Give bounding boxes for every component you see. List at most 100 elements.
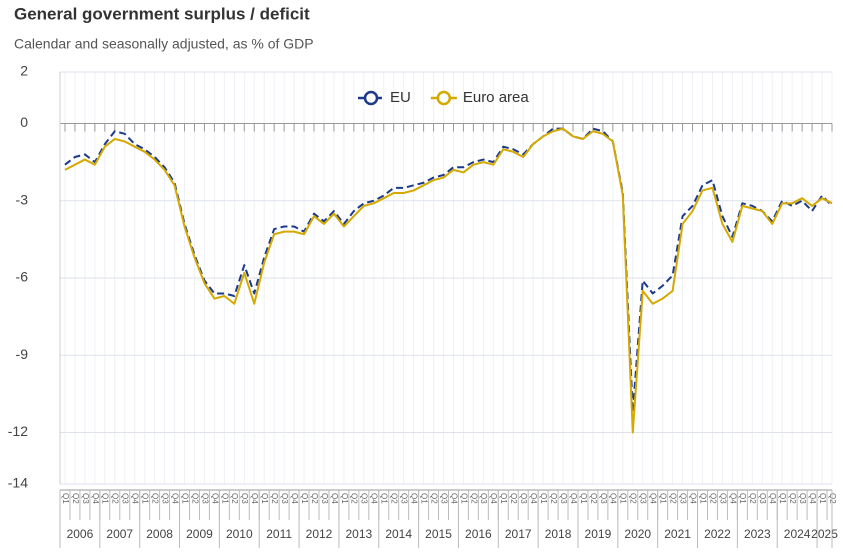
quarter-label: Q3 [718,493,727,504]
quarter-label: Q3 [360,493,369,504]
quarter-label: Q2 [111,493,120,504]
quarter-label: Q3 [758,493,767,504]
quarter-label: Q4 [330,493,339,504]
quarter-label: Q1 [778,493,787,504]
quarter-label: Q3 [81,493,90,504]
quarter-label: Q1 [459,493,468,504]
y-tick-label: -6 [16,269,29,285]
quarter-label: Q2 [629,493,638,504]
chart-subtitle: Calendar and seasonally adjusted, as % o… [14,36,314,52]
year-label: 2013 [345,527,372,541]
quarter-label: Q1 [619,493,628,504]
y-tick-label: 2 [20,63,28,79]
chart-title: General government surplus / deficit [14,4,310,23]
year-label: 2009 [186,527,213,541]
y-tick-label: -3 [16,191,29,207]
year-label: 2017 [505,527,532,541]
quarter-label: Q3 [121,493,130,504]
year-label: 2022 [704,527,731,541]
year-label: 2015 [425,527,452,541]
legend-label: Euro area [463,89,530,106]
y-tick-label: -12 [8,423,28,439]
quarter-label: Q2 [509,493,518,504]
quarter-label: Q4 [250,493,259,504]
year-label: 2021 [664,527,691,541]
quarter-label: Q2 [230,493,239,504]
quarter-label: Q2 [708,493,717,504]
quarter-label: Q2 [270,493,279,504]
quarter-label: Q1 [220,493,229,504]
year-label: 2019 [585,527,612,541]
quarter-label: Q3 [798,493,807,504]
quarter-label: Q1 [738,493,747,504]
quarter-label: Q2 [350,493,359,504]
year-label: 2011 [266,527,292,541]
quarter-label: Q3 [559,493,568,504]
quarter-label: Q3 [678,493,687,504]
quarter-label: Q4 [131,493,140,504]
quarter-label: Q3 [439,493,448,504]
quarter-label: Q3 [160,493,169,504]
quarter-label: Q3 [320,493,329,504]
quarter-label: Q2 [788,493,797,504]
year-label: 2025 [811,527,838,541]
quarter-label: Q1 [180,493,189,504]
year-label: 2016 [465,527,492,541]
quarter-label: Q4 [449,493,458,504]
quarter-label: Q2 [71,493,80,504]
legend-label: EU [390,89,411,106]
quarter-label: Q1 [300,493,309,504]
quarter-label: Q1 [659,493,668,504]
year-label: 2008 [146,527,173,541]
quarter-label: Q1 [101,493,110,504]
year-label: 2024 [784,527,811,541]
quarter-label: Q1 [141,493,150,504]
quarter-label: Q4 [290,493,299,504]
quarter-label: Q3 [479,493,488,504]
quarter-label: Q2 [748,493,757,504]
series-line [64,127,833,413]
year-label: 2006 [67,527,94,541]
quarter-label: Q2 [429,493,438,504]
quarter-label: Q3 [200,493,209,504]
quarter-label: Q4 [529,493,538,504]
y-tick-label: -9 [16,346,29,362]
series-line [64,127,833,434]
quarter-label: Q2 [310,493,319,504]
year-label: 2020 [624,527,651,541]
quarter-label: Q4 [170,493,179,504]
quarter-label: Q3 [639,493,648,504]
quarter-label: Q3 [599,493,608,504]
quarter-label: Q4 [808,493,817,504]
quarter-label: Q1 [818,493,827,504]
quarter-label: Q3 [240,493,249,504]
quarter-label: Q3 [400,493,409,504]
quarter-label: Q4 [410,493,419,504]
quarter-label: Q2 [151,493,160,504]
quarter-label: Q1 [579,493,588,504]
quarter-label: Q4 [649,493,658,504]
quarter-label: Q1 [380,493,389,504]
quarter-label: Q3 [280,493,289,504]
quarter-label: Q1 [698,493,707,504]
quarter-label: Q4 [210,493,219,504]
quarter-label: Q1 [539,493,548,504]
year-label: 2014 [385,527,412,541]
quarter-label: Q1 [499,493,508,504]
quarter-label: Q4 [609,493,618,504]
quarter-label: Q1 [61,493,70,504]
quarter-label: Q4 [91,493,100,504]
quarter-label: Q4 [370,493,379,504]
year-label: 2023 [744,527,771,541]
quarter-label: Q2 [669,493,678,504]
quarter-label: Q2 [549,493,558,504]
quarter-label: Q2 [190,493,199,504]
quarter-label: Q2 [390,493,399,504]
year-label: 2007 [106,527,133,541]
quarter-label: Q2 [589,493,598,504]
legend-marker [363,90,379,106]
quarter-label: Q1 [419,493,428,504]
year-label: 2012 [306,527,333,541]
year-label: 2010 [226,527,253,541]
